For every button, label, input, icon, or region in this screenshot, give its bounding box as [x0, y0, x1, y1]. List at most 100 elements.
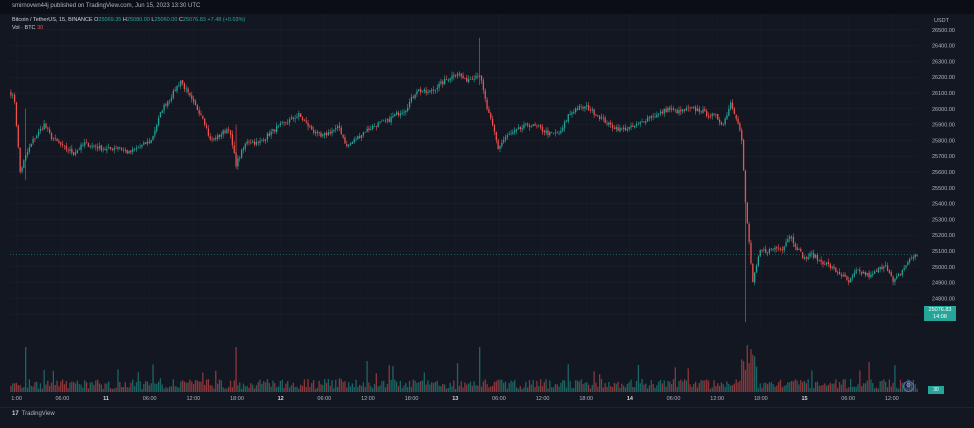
candle-body [235, 152, 237, 167]
candle-body [482, 80, 485, 91]
volume-bar [567, 364, 569, 392]
symbol-legend[interactable]: Bitcoin / TetherUS, 15, BINANCE O25069.3… [12, 17, 245, 23]
volume-bar [124, 382, 126, 392]
candle-body [645, 121, 647, 123]
volume-bar [163, 388, 165, 392]
candle-body [438, 83, 440, 88]
candle-body [432, 89, 435, 91]
volume-bar [680, 379, 682, 392]
volume-bar [69, 382, 71, 392]
candle-body [47, 128, 49, 130]
candle-body [209, 136, 211, 140]
volume-bar [159, 378, 162, 392]
candle-body [43, 123, 45, 130]
volume-bar [349, 386, 352, 392]
volume-bar [383, 380, 385, 392]
candle-body [558, 133, 560, 134]
volume-bar [89, 382, 91, 392]
volume-bar [914, 384, 916, 392]
candle-body [121, 148, 123, 150]
volume-bar [872, 382, 874, 392]
volume-bar [32, 386, 34, 392]
time-tick-label: 1:00 [11, 396, 22, 402]
candle-body [257, 142, 259, 143]
volume-bar [425, 384, 427, 392]
candle-body [45, 123, 47, 128]
volume-bar [794, 379, 796, 392]
candle-body [233, 145, 235, 154]
price-tick-label: 24900.00 [932, 281, 955, 287]
volume-bar [484, 379, 486, 392]
volume-bar [491, 385, 494, 392]
price-tick-label: 25900.00 [932, 123, 955, 129]
volume-bar [49, 385, 51, 392]
volume-bar [390, 379, 392, 392]
candle-body [423, 89, 425, 92]
volume-bar [130, 382, 132, 392]
volume-bar [549, 380, 551, 392]
price-tick-label: 24800.00 [932, 296, 955, 302]
volume-bar [800, 380, 802, 392]
candle-body [320, 132, 322, 137]
volume-bar [726, 381, 728, 392]
candle-body [802, 252, 804, 259]
candle-body [477, 76, 479, 78]
volume-bar [776, 385, 778, 392]
candle-body [639, 122, 641, 124]
candle-body [372, 125, 374, 130]
volume-bar [146, 381, 149, 392]
candle-body [910, 258, 913, 259]
candle-body [56, 138, 58, 142]
tradingview-logo[interactable]: 17 TradingView [12, 411, 55, 417]
volume-bar [859, 370, 861, 392]
volume-bar [715, 385, 717, 392]
candle-body [744, 170, 747, 203]
volume-bar [691, 386, 693, 392]
time-tick-label: 12:00 [186, 396, 200, 402]
settings-gear-icon[interactable]: ⚙ [903, 381, 914, 392]
candle-body [384, 120, 387, 122]
volume-bar [702, 380, 704, 392]
candle-body [268, 133, 270, 136]
volume-bar [54, 384, 56, 392]
candle-body [888, 270, 891, 273]
volume-bar [318, 380, 320, 392]
candle-body [569, 113, 571, 115]
close-value: 25076.83 [182, 17, 206, 23]
high-value: 25080.00 [126, 17, 150, 23]
candle-body [672, 108, 675, 110]
candle-body [576, 108, 579, 110]
candle-body [301, 117, 304, 121]
time-axis[interactable]: 1:00 06:00 11 06:00 12:00 18:00 12 06:00 12:00 18… [11, 396, 899, 402]
volume-bar [364, 387, 366, 392]
candle-body [527, 123, 529, 126]
volume-bar [455, 388, 457, 392]
candle-body [776, 247, 778, 249]
candle-body [445, 78, 448, 80]
candle-body [669, 107, 671, 110]
volume-legend[interactable]: Vol · BTC 30 [12, 25, 43, 31]
price-axis[interactable]: 24700.0024800.0024900.0025000.0025100.00… [932, 28, 955, 318]
volume-bar [183, 381, 186, 392]
candle-body [785, 242, 787, 247]
volume-bar [270, 386, 272, 392]
volume-bar [746, 345, 748, 392]
volume-bar [67, 388, 69, 392]
candle-body [883, 266, 885, 269]
volume-bar [731, 385, 734, 392]
volume-bar [305, 387, 307, 392]
candle-body [314, 132, 317, 134]
volume-bar [890, 386, 892, 392]
volume-bar [646, 388, 649, 392]
volume-bar [486, 384, 488, 392]
candle-body [835, 267, 837, 273]
candle-body [661, 111, 664, 114]
volume-bar [757, 388, 760, 392]
volume-bar [113, 388, 115, 392]
volume-bar [534, 387, 536, 392]
candle-body [811, 252, 813, 254]
volume-bar [652, 383, 654, 392]
candle-body [851, 275, 854, 278]
